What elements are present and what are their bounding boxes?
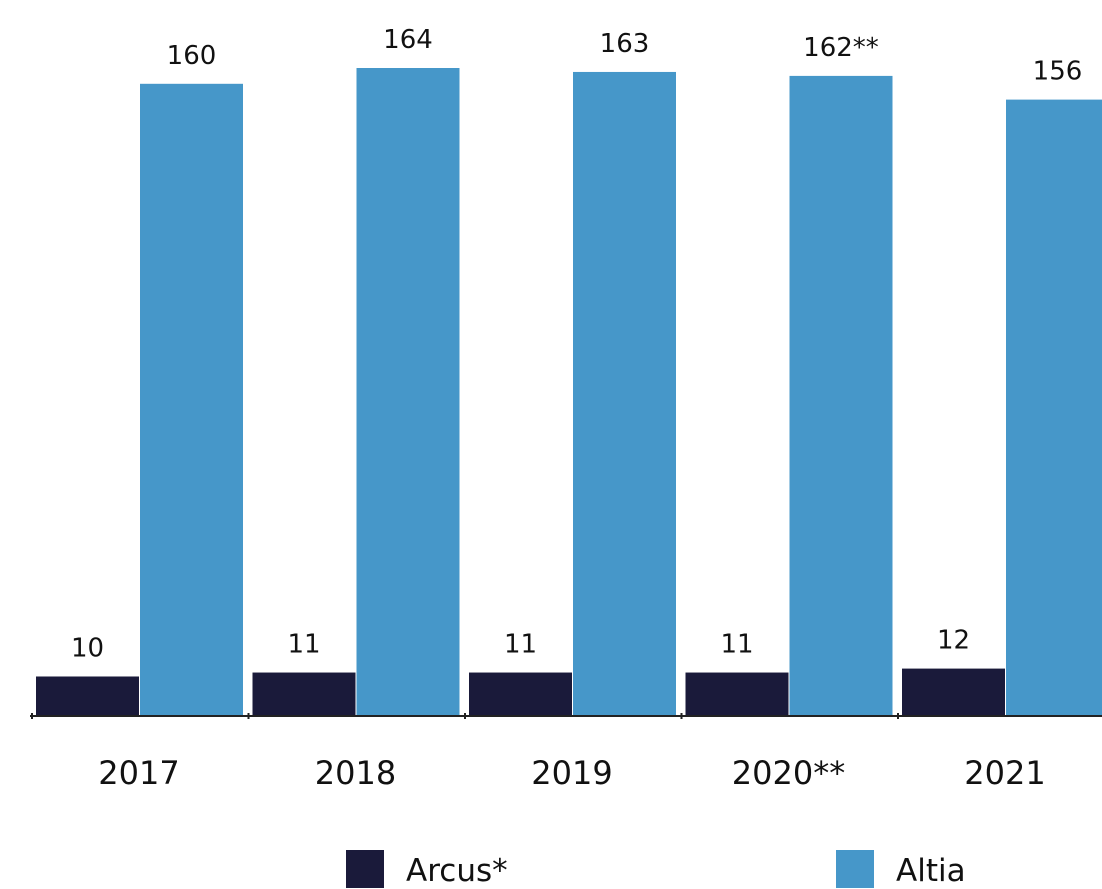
x-axis-labels: 2017 2018 2019 2020** 2021	[98, 754, 1045, 792]
value-label-altia-2020: 162**	[803, 33, 879, 63]
bar-altia-2017	[140, 83, 243, 717]
value-label-arcus-2021: 12	[937, 626, 970, 656]
bar-altia-2019	[573, 71, 676, 716]
value-label-altia-2018: 164	[383, 25, 433, 55]
bar-arcus-2017	[36, 676, 139, 716]
value-label-arcus-2019: 11	[504, 630, 537, 660]
x-label-2020: 2020**	[732, 754, 845, 792]
value-label-altia-2019: 163	[600, 29, 650, 59]
legend-swatch-altia	[836, 850, 874, 888]
bar-arcus-2021	[902, 668, 1005, 716]
bar-arcus-2019	[469, 672, 572, 716]
legend-label-arcus: Arcus*	[406, 853, 508, 889]
bar-altia-2020	[789, 75, 893, 716]
value-label-altia-2017: 160	[167, 41, 217, 71]
value-label-arcus-2018: 11	[287, 630, 320, 660]
value-label-arcus-2017: 10	[71, 633, 104, 663]
x-axis-ticks	[31, 713, 899, 719]
legend-swatch-arcus	[346, 850, 384, 888]
x-label-2017: 2017	[98, 754, 179, 792]
bar-arcus-2018	[252, 672, 356, 716]
legend-label-altia: Altia	[896, 853, 966, 889]
x-label-2018: 2018	[315, 754, 396, 792]
x-label-2019: 2019	[531, 754, 612, 792]
legend: Arcus* Altia	[346, 850, 966, 889]
bar-arcus-2020	[685, 672, 789, 716]
value-label-arcus-2020: 11	[720, 630, 753, 660]
bar-altia-2021	[1006, 99, 1102, 717]
bar-altia-2018	[356, 68, 460, 716]
value-label-altia-2021: 156	[1033, 57, 1083, 87]
x-label-2021: 2021	[964, 754, 1045, 792]
value-labels: 10 160 11 164 11 163 11 162** 12 156	[71, 25, 1082, 663]
bars-layer	[36, 68, 1102, 717]
